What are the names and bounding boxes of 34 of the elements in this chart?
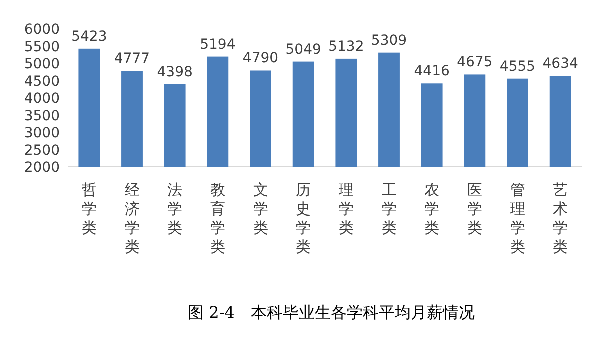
x-tick-label: 管理学类 bbox=[510, 181, 526, 256]
y-tick-label: 4500 bbox=[24, 74, 60, 90]
x-tick-label: 文学类 bbox=[253, 181, 268, 237]
x-tick-label: 法学类 bbox=[168, 181, 183, 237]
y-tick-label: 2500 bbox=[24, 142, 60, 159]
y-tick-label: 5500 bbox=[24, 39, 60, 56]
y-tick-label: 3000 bbox=[24, 126, 60, 142]
x-tick-label: 农学类 bbox=[424, 181, 440, 237]
data-label: 5049 bbox=[286, 42, 322, 58]
data-label: 5309 bbox=[371, 32, 408, 49]
x-tick-label: 艺术学类 bbox=[553, 181, 568, 256]
data-label: 5423 bbox=[72, 28, 108, 45]
data-label: 5132 bbox=[328, 38, 364, 55]
x-tick-label: 历史学类 bbox=[296, 181, 312, 256]
x-tick-label: 哲学类 bbox=[82, 181, 97, 237]
x-tick-label: 医学类 bbox=[467, 181, 482, 237]
data-label: 4398 bbox=[157, 64, 193, 80]
y-tick-label: 4000 bbox=[24, 91, 60, 107]
text: 图 2-4 本科毕业生各学科平均月薪情况 bbox=[188, 303, 475, 322]
y-tick-label: 5000 bbox=[24, 56, 60, 72]
y-tick-label: 2000 bbox=[24, 160, 60, 176]
data-label: 4777 bbox=[114, 51, 150, 68]
data-label: 4790 bbox=[242, 50, 279, 67]
x-tick-label: 工学类 bbox=[382, 181, 397, 237]
x-tick-label: 理学类 bbox=[338, 181, 354, 237]
x-tick-label: 教育学类 bbox=[210, 181, 226, 256]
data-label: 5194 bbox=[200, 36, 236, 53]
data-label: 4416 bbox=[414, 64, 450, 80]
y-tick-label: 3500 bbox=[24, 108, 60, 124]
y-tick-label: 6000 bbox=[24, 22, 60, 38]
data-label: 4634 bbox=[542, 56, 578, 72]
x-tick-label: 经济学类 bbox=[124, 181, 140, 256]
data-label: 4555 bbox=[500, 58, 536, 75]
data-label: 4675 bbox=[457, 54, 493, 71]
